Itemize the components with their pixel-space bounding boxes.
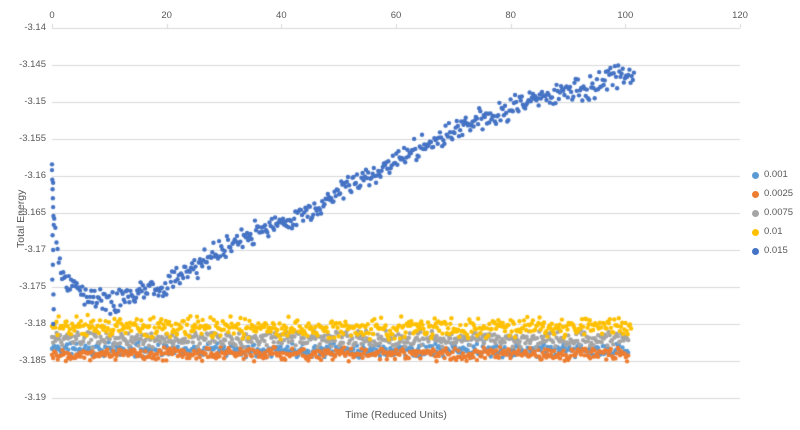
legend-item: 0.015 xyxy=(752,245,793,257)
x-tick-label: 120 xyxy=(732,10,748,21)
y-tick-label: -3.14 xyxy=(24,22,46,33)
legend-item: 0.001 xyxy=(752,169,793,181)
y-tick-label: -3.165 xyxy=(19,207,46,218)
legend-label: 0.001 xyxy=(764,169,788,180)
y-tick-label: -3.18 xyxy=(24,318,46,329)
legend-marker-icon xyxy=(752,190,759,198)
legend-marker-icon xyxy=(752,171,759,179)
y-tick-label: -3.16 xyxy=(24,170,46,181)
legend-item: 0.0025 xyxy=(752,188,793,200)
y-tick-label: -3.145 xyxy=(19,59,46,70)
y-tick-label: -3.17 xyxy=(24,244,46,255)
x-tick-label: 20 xyxy=(161,10,172,21)
y-tick-label: -3.155 xyxy=(19,133,46,144)
y-tick-label: -3.15 xyxy=(24,96,46,107)
legend-label: 0.0025 xyxy=(764,188,794,199)
x-tick-label: 40 xyxy=(276,10,287,21)
x-tick-label: 80 xyxy=(505,10,516,21)
x-tick-label: 100 xyxy=(617,10,634,21)
x-tick-label: 0 xyxy=(49,10,55,21)
legend: 0.001 0.0025 0.0075 0.01 0.015 xyxy=(752,169,793,257)
x-axis-title: Time (Reduced Units) xyxy=(345,409,447,421)
y-tick-label: -3.19 xyxy=(24,392,46,403)
legend-item: 0.0075 xyxy=(752,207,793,219)
legend-marker-icon xyxy=(752,247,759,255)
legend-label: 0.0075 xyxy=(764,207,794,218)
x-tick-label: 60 xyxy=(390,10,402,21)
legend-marker-icon xyxy=(752,209,759,217)
y-tick-label: -3.185 xyxy=(19,355,46,366)
legend-label: 0.015 xyxy=(764,245,788,256)
y-tick-label: -3.175 xyxy=(19,281,46,292)
legend-item: 0.01 xyxy=(752,226,793,238)
legend-label: 0.01 xyxy=(764,226,783,237)
legend-marker-icon xyxy=(752,228,759,236)
